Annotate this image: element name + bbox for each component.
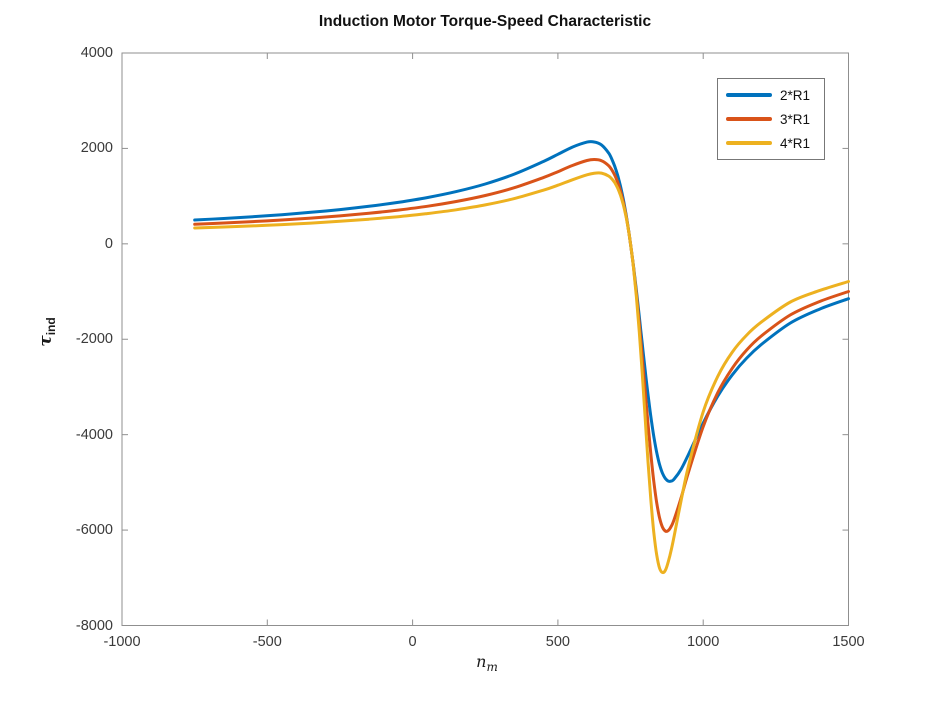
y-tick-label: 4000	[80, 45, 113, 61]
y-tick-label: -8000	[75, 617, 113, 634]
legend-line-swatch	[726, 117, 772, 121]
legend-entry: 2*R1	[718, 88, 824, 103]
legend: 2*R1 3*R1 4*R1	[717, 78, 825, 160]
x-axis-label-subscript: m	[486, 660, 498, 675]
legend-entry: 4*R1	[718, 136, 824, 151]
legend-label: 3*R1	[780, 111, 811, 127]
n-symbol: n	[476, 652, 487, 671]
y-tick-label: -6000	[75, 522, 113, 539]
chart-title: Induction Motor Torque-Speed Characteris…	[318, 13, 652, 30]
y-tick-label: 2000	[80, 140, 113, 157]
y-tick-label: -4000	[75, 426, 113, 443]
x-tick-label: -500	[252, 633, 282, 650]
y-axis-label: τind	[36, 317, 59, 347]
series-line-4r1	[193, 171, 850, 575]
x-tick-label: -1000	[103, 633, 141, 650]
x-tick-label: 0	[408, 633, 417, 650]
x-tick-label: 500	[545, 633, 570, 650]
x-axis-label: nm	[476, 652, 498, 675]
x-tick-label: 1500	[832, 633, 865, 650]
legend-label: 2*R1	[780, 87, 811, 103]
legend-line-swatch	[726, 93, 772, 97]
y-tick-label: 0	[104, 235, 113, 252]
legend-entry: 3*R1	[718, 112, 824, 127]
x-tick-label: 1000	[687, 633, 720, 650]
y-tick-label: -2000	[75, 331, 113, 348]
y-axis-label-subscript: ind	[44, 317, 59, 336]
series-line-2r1	[193, 140, 850, 483]
tau-symbol: τ	[36, 335, 56, 347]
legend-label: 4*R1	[780, 135, 811, 151]
legend-line-swatch	[726, 141, 772, 145]
